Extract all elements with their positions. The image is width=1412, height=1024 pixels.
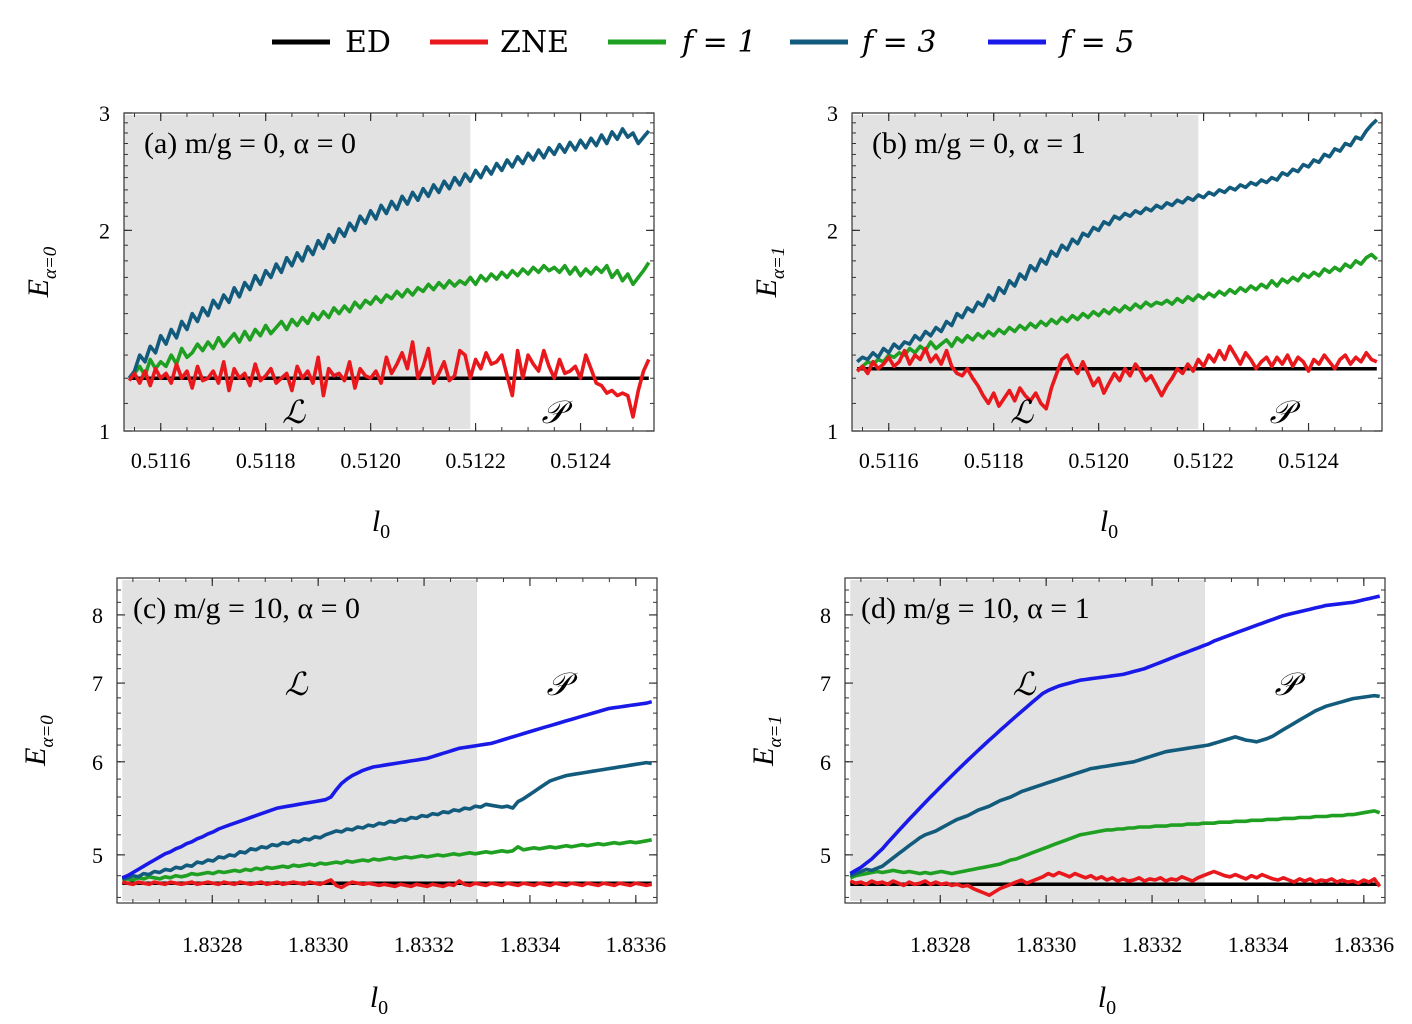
x-tick-label: 0.5118 bbox=[964, 448, 1024, 473]
region-label-L: ℒ bbox=[285, 665, 309, 703]
plot-frame bbox=[116, 577, 658, 904]
region-label-L: ℒ bbox=[1010, 393, 1034, 431]
x-tick-label: 0.5120 bbox=[1068, 448, 1129, 473]
y-axis-label: Eα=0 bbox=[19, 715, 58, 767]
panel-label: (a) m/g = 0, α = 0 bbox=[144, 127, 356, 160]
x-tick-label: 1.8336 bbox=[1334, 932, 1395, 957]
series-line-f3 bbox=[121, 760, 653, 881]
region-label-P: 𝒫 bbox=[1274, 665, 1306, 703]
region-label-P: 𝒫 bbox=[1269, 393, 1301, 431]
legend-label-f5: f = 5 bbox=[1058, 25, 1134, 60]
x-tick-label: 1.8332 bbox=[394, 932, 455, 957]
series-line-f1 bbox=[856, 252, 1379, 373]
y-tick-label: 7 bbox=[820, 671, 831, 696]
series-line-zne bbox=[849, 869, 1382, 898]
x-tick-label: 1.8328 bbox=[182, 932, 243, 957]
y-tick-label: 5 bbox=[92, 843, 103, 868]
y-tick-label: 3 bbox=[99, 101, 110, 126]
x-tick-label: 0.5116 bbox=[859, 448, 919, 473]
y-tick-label: 1 bbox=[99, 419, 110, 444]
shaded-region bbox=[124, 115, 471, 429]
y-tick-label: 2 bbox=[99, 218, 110, 243]
shaded-region bbox=[852, 115, 1199, 429]
x-tick-label: 0.5124 bbox=[1278, 448, 1339, 473]
series-line-f3 bbox=[856, 118, 1379, 364]
x-tick-label: 1.8332 bbox=[1122, 932, 1183, 957]
region-label-P: 𝒫 bbox=[546, 665, 578, 703]
y-tick-label: 5 bbox=[820, 843, 831, 868]
y-tick-label: 8 bbox=[92, 603, 103, 628]
series-line-f3 bbox=[849, 693, 1380, 878]
y-tick-label: 3 bbox=[827, 101, 838, 126]
legend-label-f3: f = 3 bbox=[860, 25, 936, 60]
region-label-L: ℒ bbox=[282, 393, 306, 431]
legend-label-f1: f = 1 bbox=[680, 25, 756, 60]
series-line-f1 bbox=[121, 838, 653, 882]
x-tick-label: 1.8330 bbox=[1016, 932, 1077, 957]
x-axis-label: l0 bbox=[370, 981, 388, 1019]
panel-label: (b) m/g = 0, α = 1 bbox=[872, 127, 1086, 160]
series-line-zne bbox=[121, 878, 653, 890]
x-axis-label: l0 bbox=[372, 505, 390, 543]
series-line-f1 bbox=[127, 261, 651, 380]
y-tick-label: 6 bbox=[92, 750, 103, 775]
region-label-P: 𝒫 bbox=[541, 393, 573, 431]
series-line-f5 bbox=[121, 699, 653, 880]
series-line-zne bbox=[856, 344, 1378, 411]
x-tick-label: 1.8334 bbox=[500, 932, 561, 957]
plot-frame bbox=[844, 577, 1386, 904]
x-tick-label: 0.5116 bbox=[131, 448, 191, 473]
x-tick-label: 0.5120 bbox=[340, 448, 401, 473]
y-tick-label: 2 bbox=[827, 218, 838, 243]
x-tick-label: 1.8336 bbox=[606, 932, 667, 957]
plot-frame bbox=[123, 112, 655, 432]
series-line-zne bbox=[127, 340, 651, 419]
panel-label: (d) m/g = 10, α = 1 bbox=[861, 592, 1090, 625]
series-line-f5 bbox=[849, 594, 1381, 876]
panel-label: (c) m/g = 10, α = 0 bbox=[133, 592, 360, 625]
region-label-L: ℒ bbox=[1013, 665, 1037, 703]
series-line-f3 bbox=[127, 127, 651, 380]
x-tick-label: 0.5122 bbox=[1173, 448, 1234, 473]
plot-frame bbox=[851, 112, 1383, 432]
legend-label-zne: ZNE bbox=[500, 25, 569, 60]
x-tick-label: 1.8328 bbox=[910, 932, 971, 957]
panel-c: 1.8328 1.8330 1.8332 1.8334 1.8336 5 6 7 8 (c) m/… bbox=[19, 577, 667, 1019]
x-tick-label: 1.8334 bbox=[1228, 932, 1289, 957]
x-axis-label: l0 bbox=[1098, 981, 1116, 1019]
shaded-region bbox=[122, 580, 477, 901]
y-tick-label: 8 bbox=[820, 603, 831, 628]
panel-b: 0.5116 0.5118 0.5120 0.5122 0.5124 1 2 3 (b) m/g… bbox=[750, 101, 1383, 543]
legend-label-ed: ED bbox=[345, 25, 391, 60]
y-axis-label: Eα=1 bbox=[747, 715, 786, 767]
panel-d: 1.8328 1.8330 1.8332 1.8334 1.8336 5 6 7 8 (d) m/… bbox=[747, 577, 1395, 1019]
panel-a: 0.5116 0.5118 0.5120 0.5122 0.5124 1 2 3 (a) m/g… bbox=[22, 101, 655, 543]
x-axis-label: l0 bbox=[1100, 505, 1118, 543]
y-axis-label: Eα=1 bbox=[750, 247, 789, 299]
y-tick-label: 1 bbox=[827, 419, 838, 444]
y-axis-label: Eα=0 bbox=[22, 246, 61, 298]
x-tick-label: 0.5124 bbox=[550, 448, 611, 473]
y-tick-label: 6 bbox=[820, 750, 831, 775]
x-tick-label: 0.5118 bbox=[236, 448, 296, 473]
x-tick-label: 1.8330 bbox=[288, 932, 349, 957]
series-line-f1 bbox=[849, 809, 1381, 880]
x-tick-label: 0.5122 bbox=[445, 448, 506, 473]
legend: ED ZNE f = 1 f = 3 f = 5 bbox=[272, 25, 1134, 60]
y-tick-label: 7 bbox=[92, 671, 103, 696]
